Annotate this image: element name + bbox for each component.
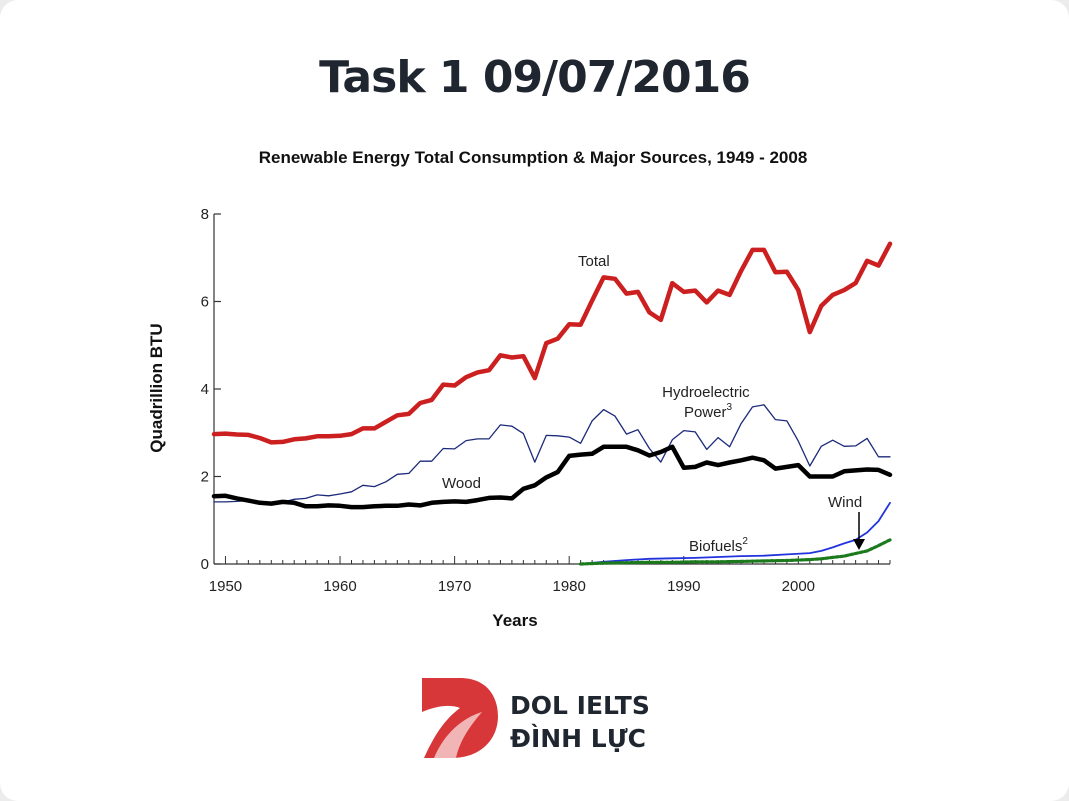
y-axis-title: Quadrillion BTU — [147, 323, 166, 452]
x-tick-label-1980: 1980 — [552, 578, 585, 595]
series-label-biofuels-name: Biofuels — [689, 538, 742, 555]
brand-line-2: ĐÌNH LỰC — [510, 724, 646, 753]
x-tick-label-1990: 1990 — [667, 578, 700, 595]
series-label-total: Total — [578, 253, 610, 270]
series-label-wind: Wind — [828, 494, 862, 511]
series-line-wood — [211, 444, 893, 510]
series-line-biofuels — [579, 538, 892, 566]
series-footnote-biofuels: 2 — [742, 536, 748, 547]
series-label-hydroelectric: Hydroelectric Power3 — [662, 384, 754, 421]
y-tick-label-4: 4 — [201, 381, 209, 398]
series-line-total — [211, 241, 893, 445]
y-tick-label-6: 6 — [201, 294, 209, 311]
x-tick-label-1970: 1970 — [438, 578, 471, 595]
x-tick-label-1950: 1950 — [209, 578, 242, 595]
series-footnote-hydroelectric: 3 — [726, 402, 732, 413]
series-label-biofuels: Biofuels2 — [689, 536, 748, 555]
x-axis-title: Years — [492, 611, 537, 630]
series-label-hydroelectric-line1: Hydroelectric — [662, 384, 750, 401]
chart-series-lines — [211, 241, 893, 566]
page-title: Task 1 09/07/2016 — [319, 52, 751, 103]
brand-line-1: DOL IELTS — [510, 691, 650, 720]
dol-logo-icon — [422, 678, 498, 758]
series-label-wood: Wood — [442, 475, 481, 492]
chart-axes: 0 2 4 6 8 1950 1960 1970 1980 1990 2000 — [201, 206, 891, 595]
series-line-wind — [579, 501, 891, 565]
x-tick-label-2000: 2000 — [782, 578, 815, 595]
brand-name: DOL IELTS ĐÌNH LỰC — [510, 689, 650, 755]
chart-title: Renewable Energy Total Consumption & Maj… — [259, 148, 808, 167]
wind-label-arrowhead — [853, 539, 865, 550]
x-tick-label-1960: 1960 — [323, 578, 356, 595]
series-label-hydroelectric-line2: Power — [684, 404, 727, 421]
series-line-hydroelectric-power — [213, 404, 891, 505]
y-tick-label-8: 8 — [201, 206, 209, 223]
y-tick-label-2: 2 — [201, 469, 209, 486]
y-tick-label-0: 0 — [201, 556, 209, 573]
